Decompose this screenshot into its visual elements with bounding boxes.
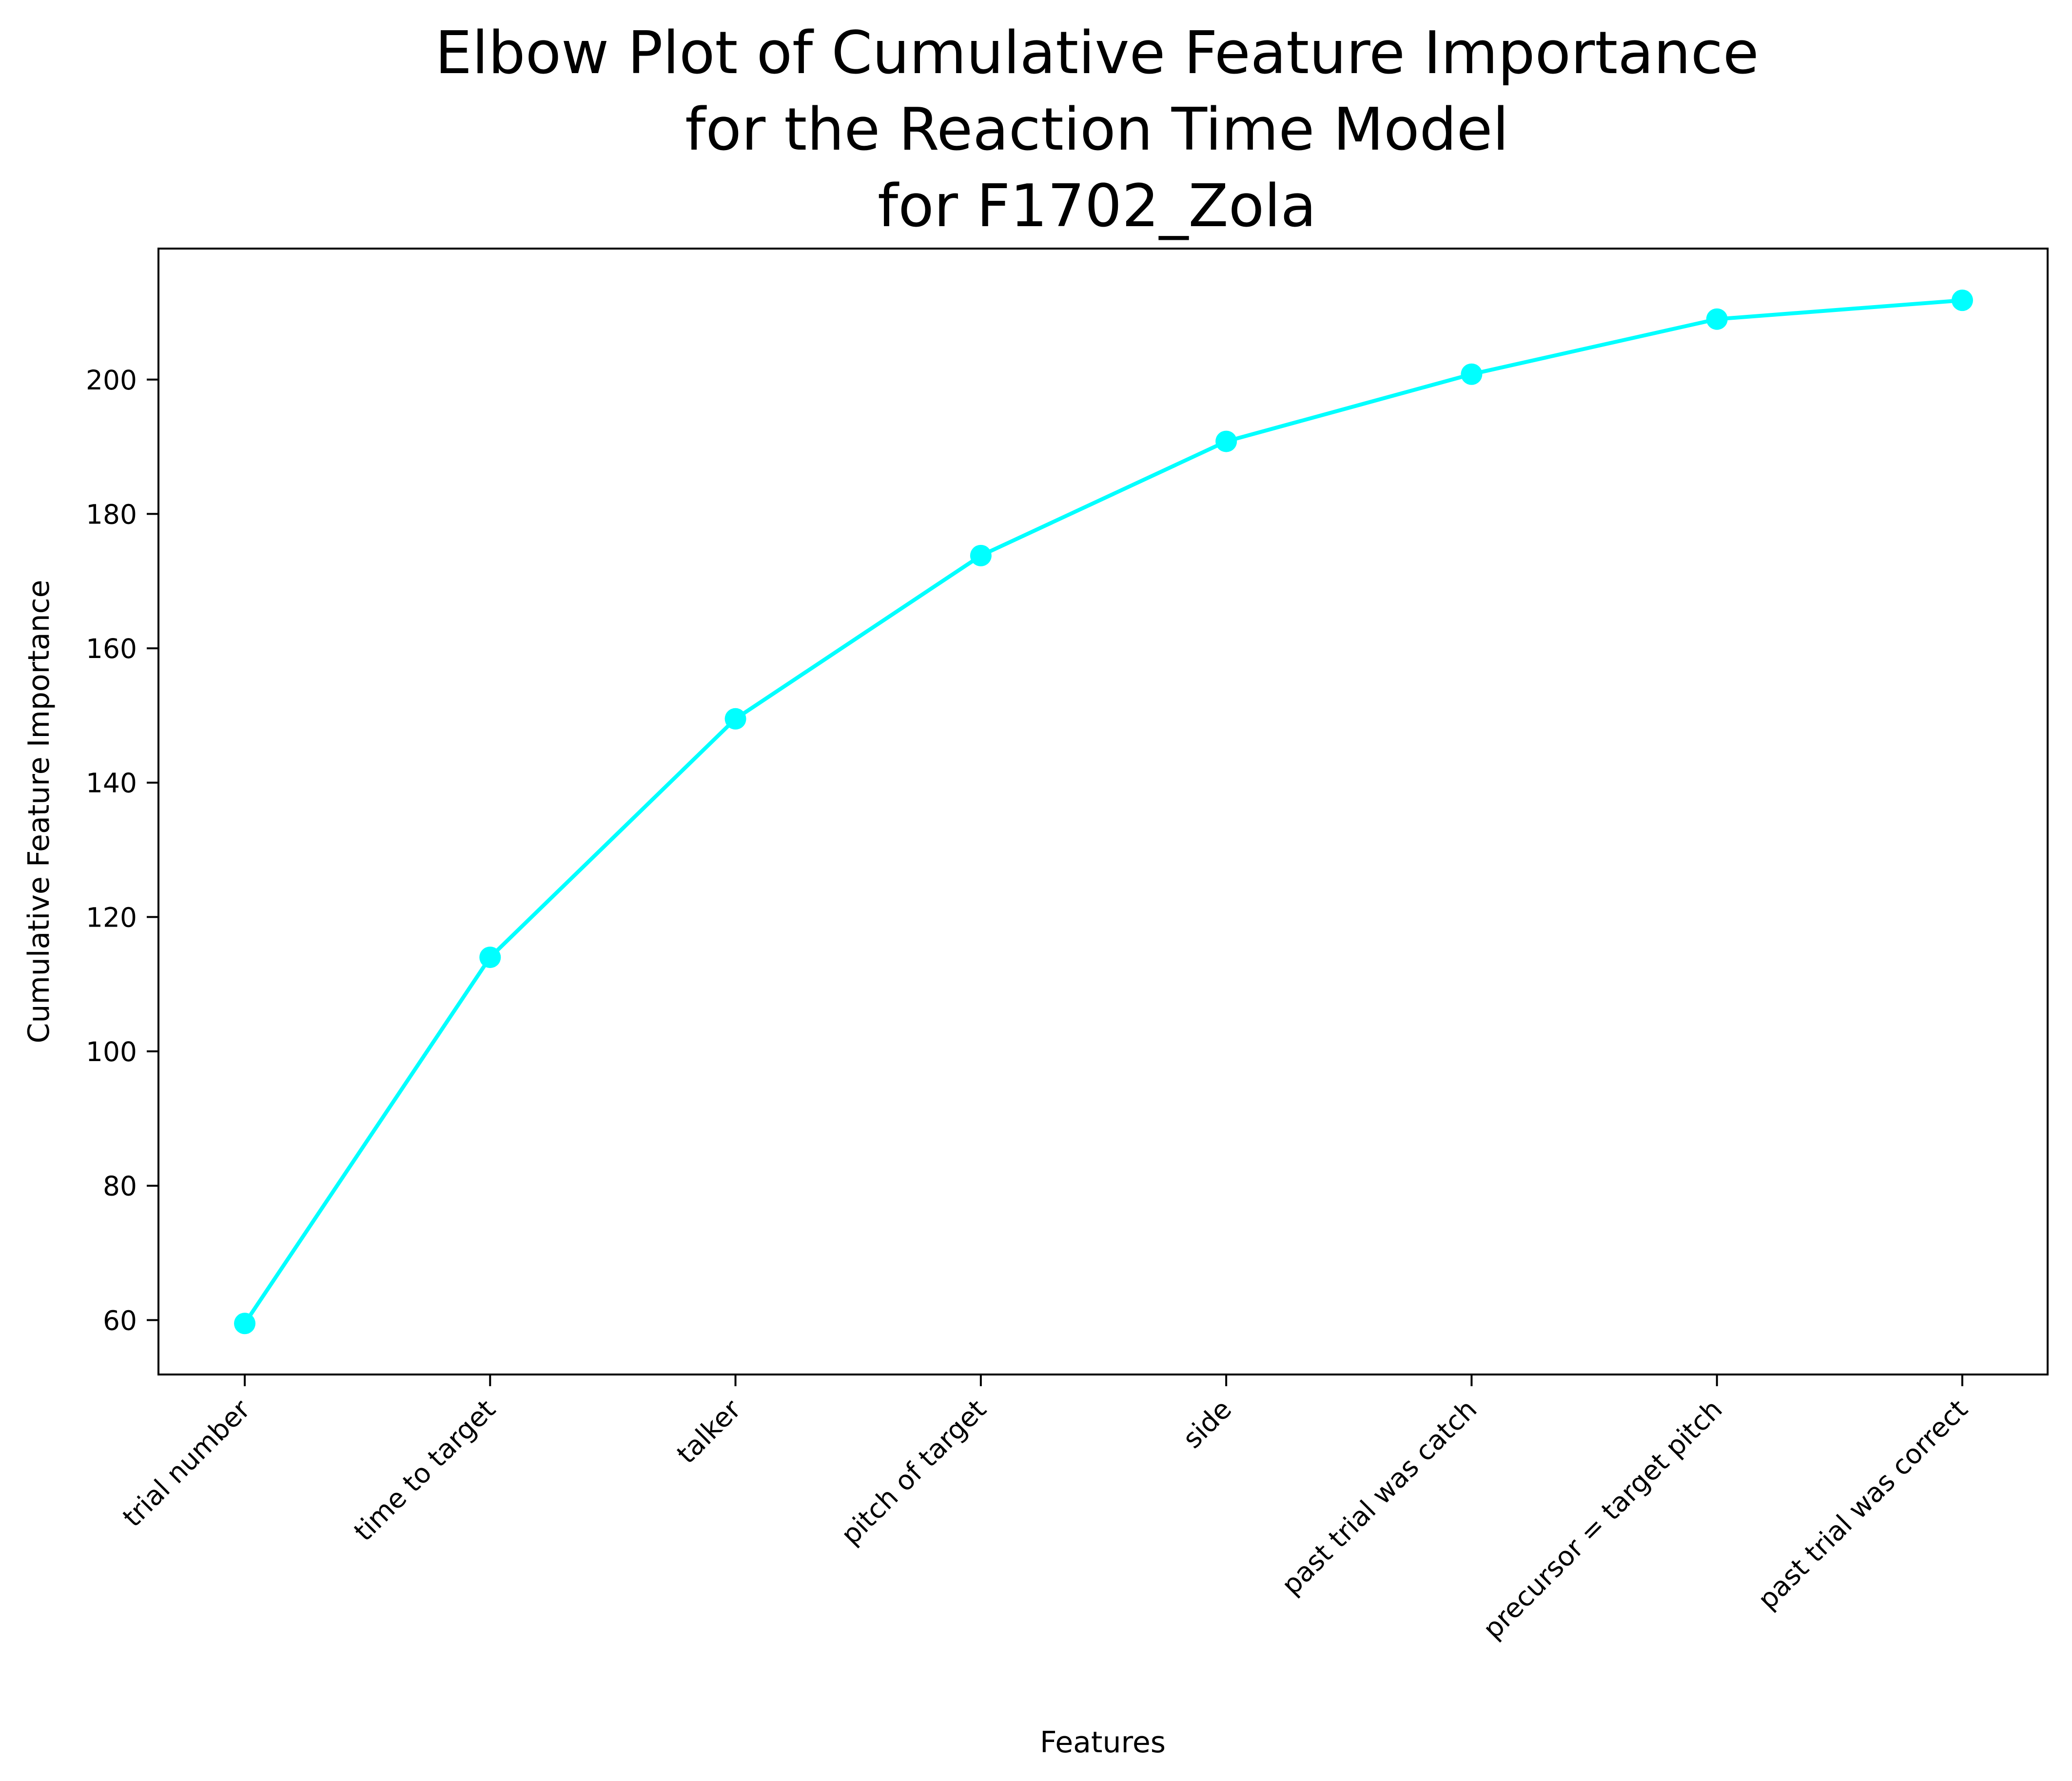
chart-title-line-3: for F1702_Zola [878, 173, 1316, 240]
data-point [1461, 363, 1483, 385]
series-line [243, 298, 1963, 1325]
chart-title-line-1: Elbow Plot of Cumulative Feature Importa… [435, 19, 1759, 87]
y-tick-label: 180 [86, 499, 137, 530]
y-tick-label: 100 [86, 1036, 137, 1067]
x-axis-label: Features [1040, 1725, 1166, 1760]
y-tick-label: 120 [86, 902, 137, 933]
y-tick-label: 160 [86, 633, 137, 664]
data-point [1952, 290, 1973, 311]
plot-area [234, 290, 1973, 1335]
axes-frame [157, 248, 2049, 1375]
chart-title-line-2: for the Reaction Time Model [685, 96, 1509, 164]
data-point [479, 947, 501, 968]
y-tick-label: 60 [103, 1305, 137, 1336]
data-point [234, 1313, 255, 1335]
y-axis-label: Cumulative Feature Importance [22, 580, 56, 1043]
data-point [970, 544, 992, 566]
y-tick-label: 200 [86, 365, 137, 396]
y-tick-label: 80 [103, 1171, 137, 1202]
data-point [1215, 430, 1237, 452]
data-point [724, 708, 746, 730]
y-tick-label: 140 [86, 768, 137, 799]
data-point [1706, 308, 1728, 330]
